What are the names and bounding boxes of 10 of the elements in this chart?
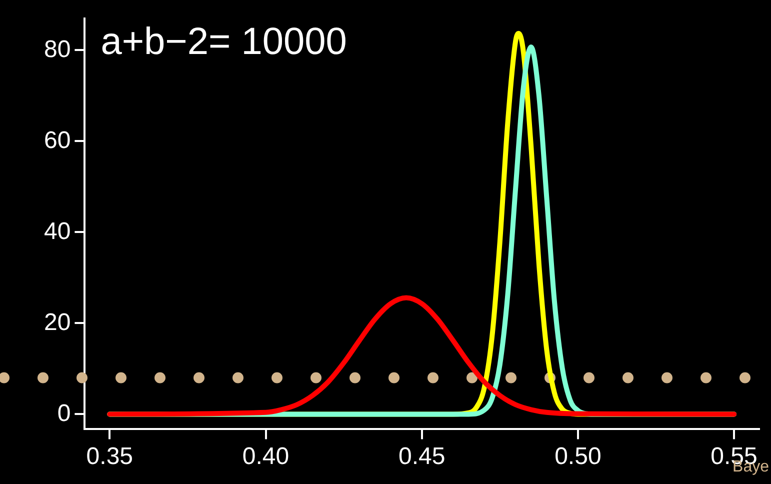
x-tick-label: 0.50 xyxy=(554,443,602,470)
y-tick-label: 80 xyxy=(44,36,71,63)
y-tick-label: 0 xyxy=(57,400,71,427)
x-tick-label: 0.35 xyxy=(86,443,134,470)
y-tick-label: 20 xyxy=(44,308,71,336)
annotation: a+b−2= 10000 xyxy=(100,20,347,63)
x-tick-label: 0.40 xyxy=(242,443,290,470)
y-tick-label: 60 xyxy=(44,126,71,154)
x-tick-label: 0.45 xyxy=(398,443,446,470)
y-tick-label: 40 xyxy=(44,218,71,245)
